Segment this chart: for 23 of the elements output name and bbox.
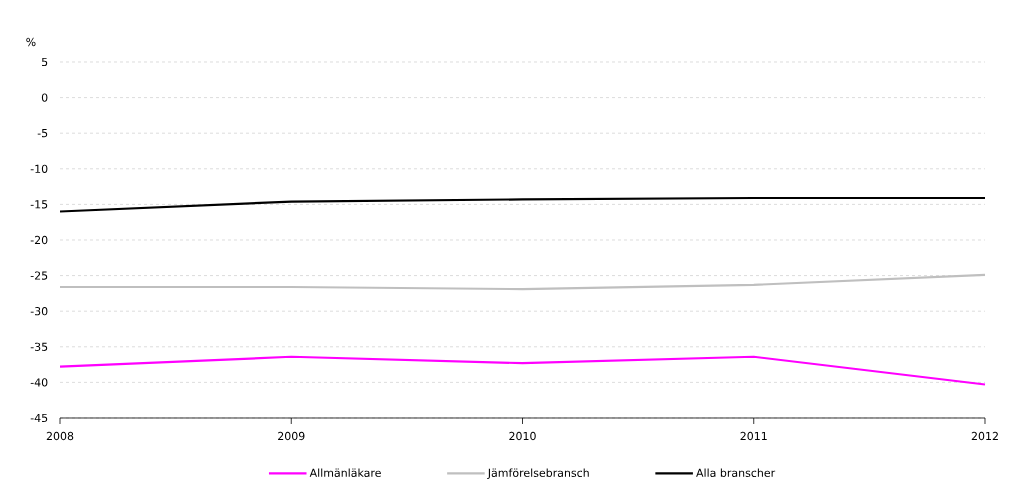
y-tick-label: 5 xyxy=(42,57,48,67)
y-axis-title: % xyxy=(26,37,36,47)
y-tick-label: -10 xyxy=(30,164,48,173)
x-tick-label: 2008 xyxy=(46,431,74,441)
y-tick-label: -30 xyxy=(30,307,48,316)
y-tick-label: -25 xyxy=(30,271,48,280)
legend-label: Allmänläkare xyxy=(309,468,381,477)
y-tick-label: -45 xyxy=(30,413,48,423)
line-series xyxy=(58,355,987,386)
y-tick-label: -20 xyxy=(30,235,48,245)
y-tick-label: -5 xyxy=(37,129,48,138)
line-series xyxy=(58,196,987,213)
y-tick-label: -35 xyxy=(30,342,48,351)
y-tick-label: -40 xyxy=(30,378,48,387)
legend-label: Alla branscher xyxy=(696,468,776,477)
x-tick-label: 2009 xyxy=(278,431,305,441)
x-tick-label: 2010 xyxy=(509,431,536,441)
legend-label: Jämförelsebransch xyxy=(487,468,589,480)
x-tick-label: 2011 xyxy=(740,431,767,441)
line-series xyxy=(58,273,987,291)
y-tick-label: 0 xyxy=(41,93,48,102)
x-tick-label: 2012 xyxy=(971,431,998,441)
y-tick-label: -15 xyxy=(30,200,48,209)
